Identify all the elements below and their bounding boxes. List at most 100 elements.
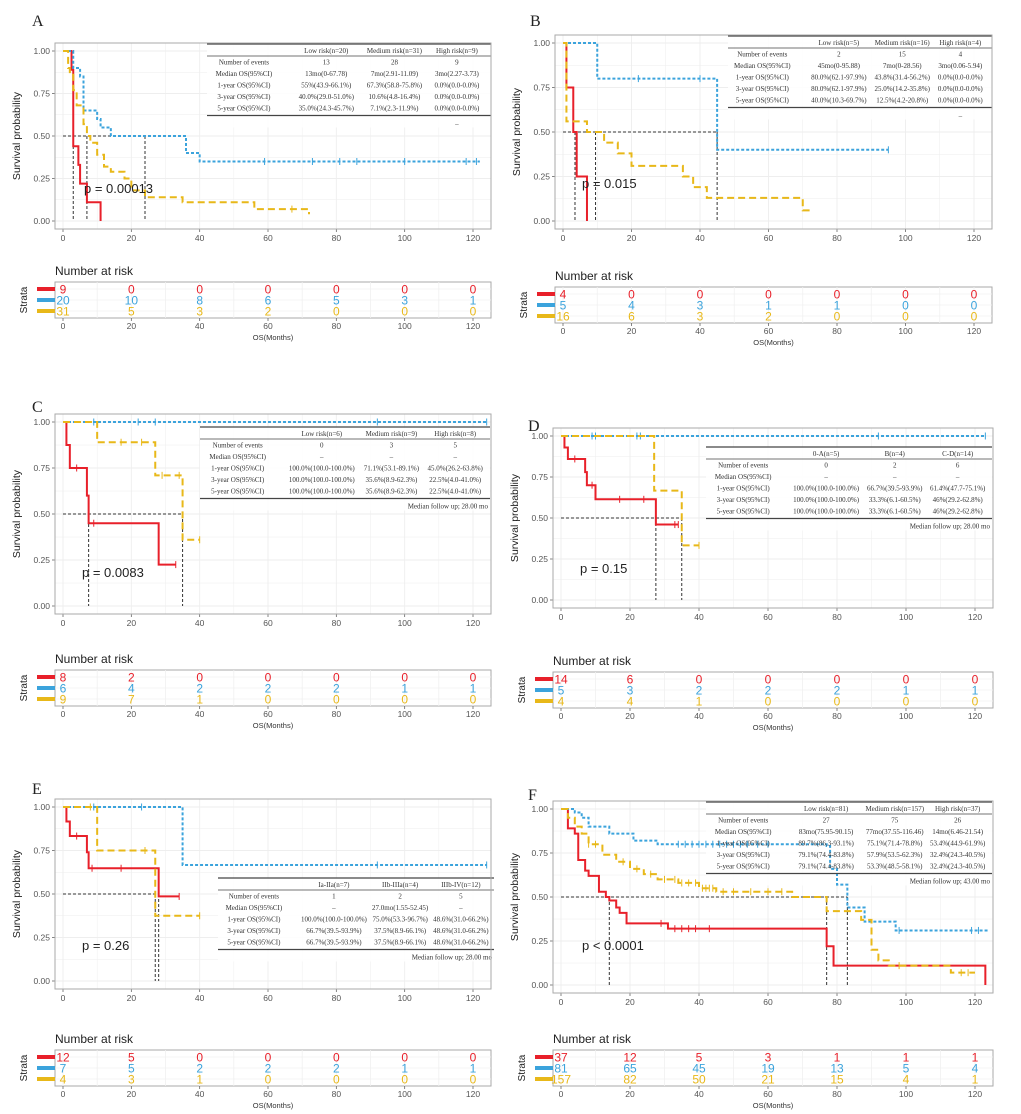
survival-curve-low-risk xyxy=(561,808,989,932)
strata-legend-swatch xyxy=(37,697,55,701)
plot-frame xyxy=(552,427,994,609)
table-cell: 28 xyxy=(391,59,399,67)
table-cell: 45.0%(26.2-63.8%) xyxy=(427,465,483,473)
risk-count: 0 xyxy=(765,695,772,709)
strata-legend-swatch xyxy=(37,686,55,690)
risk-x-tick-label: 0 xyxy=(61,321,66,331)
table-column-header: Medium risk(n=16) xyxy=(875,39,931,47)
risk-x-tick-label: 100 xyxy=(899,1089,913,1099)
table-cell: 55%(43.9-66.1%) xyxy=(301,82,352,90)
strata-legend-swatch xyxy=(535,677,553,681)
risk-x-tick-label: 60 xyxy=(263,709,273,719)
risk-count: 0 xyxy=(333,693,340,707)
y-tick-label: 0.00 xyxy=(33,976,50,986)
x-tick-label: 0 xyxy=(559,997,564,1007)
risk-x-tick-label: 100 xyxy=(398,709,412,719)
risk-x-tick-label: 80 xyxy=(832,1089,842,1099)
x-tick-label: 20 xyxy=(625,612,635,622)
table-cell: 12.5%(4.2-20.8%) xyxy=(876,97,929,105)
risk-x-tick-label: 120 xyxy=(466,321,480,331)
table-cell: 5 xyxy=(453,442,457,450)
table-cell: 71.1%(53.1-89.1%) xyxy=(364,465,420,473)
table-cell: 26 xyxy=(954,817,962,825)
table-row-label: Median OS(95%CI) xyxy=(734,62,791,70)
risk-count: 1 xyxy=(972,1051,979,1065)
table-row-label: 1-year OS(95%CI) xyxy=(717,485,771,493)
risk-count: 4 xyxy=(972,1062,979,1076)
p-value-label: p = 0.015 xyxy=(582,176,637,191)
km-panel-c: C0 20 40 60 80 100 1200.000.250.500.751.00Surv… xyxy=(11,399,492,730)
risk-count: 2 xyxy=(765,310,772,324)
km-panel-b: B0 20 40 60 80 100 1200.000.250.500.751.00Surv… xyxy=(511,13,993,347)
risk-count: 8 xyxy=(60,671,67,685)
x-axis-label: OS(Months) xyxy=(753,338,794,347)
risk-count: 4 xyxy=(558,695,565,709)
risk-count: 0 xyxy=(265,283,272,297)
risk-count: 0 xyxy=(401,1051,408,1065)
x-tick-label: 100 xyxy=(398,233,412,243)
strata-legend-swatch xyxy=(535,1055,553,1059)
table-cell: 80.0%(62.1-97.9%) xyxy=(811,85,867,93)
stats-table-background xyxy=(728,36,992,120)
risk-count: 3 xyxy=(401,294,408,308)
table-column-header: Ia-IIa(n=7) xyxy=(318,881,350,889)
risk-x-tick-label: 60 xyxy=(763,1089,773,1099)
risk-count: 0 xyxy=(903,695,910,709)
strata-legend-swatch xyxy=(37,675,55,679)
strata-legend-swatch xyxy=(535,688,553,692)
table-footer: Median follow up; 28.00 mo xyxy=(408,503,489,511)
strata-axis-label: Strata xyxy=(519,291,530,318)
table-cell: 66.7%(39.5-93.9%) xyxy=(867,485,923,493)
table-row-label: 5-year OS(95%CI) xyxy=(717,863,771,871)
risk-count: 5 xyxy=(696,1051,703,1065)
strata-axis-label: Strata xyxy=(517,676,528,703)
strata-legend-swatch xyxy=(535,699,553,703)
table-cell: – xyxy=(458,904,463,912)
risk-count: 0 xyxy=(333,305,340,319)
y-tick-label: 0.25 xyxy=(33,933,50,943)
risk-x-tick-label: 100 xyxy=(398,321,412,331)
risk-count: 6 xyxy=(628,310,635,324)
table-cell: 53.3%(48.5-58.1%) xyxy=(867,863,923,871)
risk-x-tick-label: 20 xyxy=(625,1089,635,1099)
risk-x-tick-label: 120 xyxy=(967,326,981,336)
table-cell: 61.4%(47.7-75.1%) xyxy=(930,485,986,493)
risk-x-tick-label: 40 xyxy=(695,326,705,336)
risk-count: 1 xyxy=(470,294,477,308)
x-tick-label: 120 xyxy=(967,233,981,243)
risk-count: 1 xyxy=(903,684,910,698)
risk-count: 0 xyxy=(834,288,841,302)
risk-x-tick-label: 80 xyxy=(332,321,342,331)
strata-legend-swatch xyxy=(37,309,55,313)
survival-curve-medium-risk xyxy=(563,42,810,212)
x-tick-label: 60 xyxy=(263,618,273,628)
risk-count: 0 xyxy=(470,305,477,319)
risk-x-tick-label: 80 xyxy=(832,326,842,336)
risk-count: 50 xyxy=(692,1073,706,1087)
risk-count: 0 xyxy=(834,673,841,687)
y-tick-label: 0.25 xyxy=(33,174,50,184)
risk-count: 1 xyxy=(401,682,408,696)
x-tick-label: 0 xyxy=(61,618,66,628)
table-cell: 100.0%(100.0-100.0%) xyxy=(289,465,356,473)
table-cell: 75.0%(53.3-96.7%) xyxy=(372,916,428,924)
risk-count: 7 xyxy=(128,693,135,707)
risk-count: 3 xyxy=(697,299,704,313)
table-cell: 0 xyxy=(824,462,828,470)
y-tick-label: 0.75 xyxy=(533,83,550,93)
table-cell: 25.0%(14.2-35.8%) xyxy=(875,85,931,93)
x-tick-label: 60 xyxy=(763,612,773,622)
table-cell: 35.6%(8.9-62.3%) xyxy=(365,488,418,496)
y-tick-label: 1.00 xyxy=(33,417,50,427)
table-column-header: High risk(n=37) xyxy=(935,805,981,813)
table-cell: – xyxy=(823,473,828,481)
table-cell: 27 xyxy=(823,817,831,825)
table-cell: 66.7%(39.5-93.9%) xyxy=(306,927,362,935)
risk-count: 4 xyxy=(128,682,135,696)
risk-count: 4 xyxy=(560,288,567,302)
table-column-header: 0-A(n=5) xyxy=(813,450,840,458)
risk-x-tick-label: 0 xyxy=(559,711,564,721)
table-row-label: Median OS(95%CI) xyxy=(715,473,772,481)
table-cell: 48.6%(31.0-66.2%) xyxy=(433,927,489,935)
p-value-label: p = 0.15 xyxy=(580,561,627,576)
